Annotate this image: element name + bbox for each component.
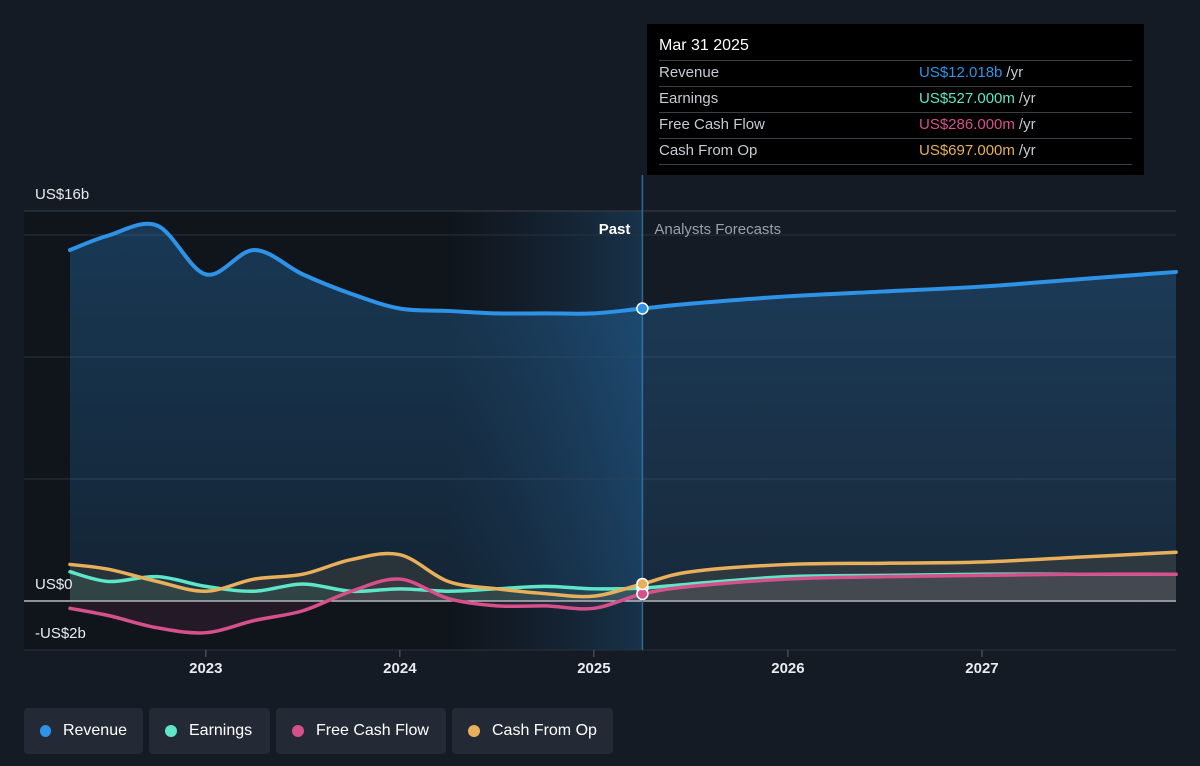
- legend-label: Earnings: [189, 722, 253, 739]
- y-tick-label: US$0: [35, 576, 73, 593]
- legend-label: Cash From Op: [492, 722, 597, 739]
- y-tick-label: -US$2b: [35, 625, 86, 642]
- tooltip-row-earnings: Earnings US$527.000m /yr: [659, 86, 1132, 112]
- tooltip-value: US$286.000m: [919, 116, 1015, 133]
- legend: Revenue Earnings Free Cash Flow Cash Fro…: [24, 708, 613, 754]
- x-tick-label: 2027: [965, 660, 998, 677]
- legend-dot-icon: [40, 725, 51, 737]
- legend-dot-icon: [468, 725, 480, 737]
- legend-item-earnings[interactable]: Earnings: [149, 708, 270, 754]
- tooltip-value: US$527.000m: [919, 90, 1015, 107]
- x-tick-label: 2023: [189, 660, 222, 677]
- series-area-free-cash-flow: [70, 574, 1176, 633]
- legend-dot-icon: [165, 725, 177, 737]
- tooltip-row-revenue: Revenue US$12.018b /yr: [659, 60, 1132, 86]
- y-tick-label: US$16b: [35, 186, 89, 203]
- series-line-free-cash-flow: [68, 572, 1178, 635]
- financial-chart: 2023 2024 2025 2026 2027 US$16b US$0 -US$2b Past…: [24, 175, 1178, 677]
- tooltip-label: Revenue: [659, 64, 720, 81]
- past-label: Past: [599, 221, 631, 238]
- legend-dot-icon: [292, 725, 304, 737]
- tooltip-label: Earnings: [659, 90, 719, 107]
- series-line-revenue: [68, 221, 1178, 316]
- tooltip-unit: /yr: [1018, 90, 1036, 107]
- tooltip-label: Cash From Op: [659, 142, 758, 159]
- forecast-label: Analysts Forecasts: [654, 221, 781, 238]
- series-line-cash-from-op: [68, 550, 1178, 599]
- tooltip-row-free-cash-flow: Free Cash Flow US$286.000m /yr: [659, 112, 1132, 138]
- x-tick-label: 2024: [383, 660, 417, 677]
- tooltip-label: Free Cash Flow: [659, 116, 765, 133]
- tooltip-rows: Revenue US$12.018b /yr Earnings US$527.0…: [659, 60, 1132, 165]
- legend-item-free-cash-flow[interactable]: Free Cash Flow: [276, 708, 446, 754]
- legend-label: Free Cash Flow: [316, 722, 429, 739]
- tooltip-date: Mar 31 2025: [659, 37, 749, 54]
- tooltip-panel: Mar 31 2025 Revenue US$12.018b /yr Earni…: [647, 24, 1144, 175]
- tooltip-unit: /yr: [1018, 142, 1036, 159]
- marker-cash-from-op: [636, 577, 649, 591]
- legend-item-cash-from-op[interactable]: Cash From Op: [452, 708, 613, 754]
- legend-label: Revenue: [62, 722, 127, 739]
- tooltip-value: US$697.000m: [919, 142, 1015, 159]
- marker-revenue: [636, 302, 649, 315]
- series-area-revenue: [70, 223, 1176, 602]
- tooltip-unit: /yr: [1018, 116, 1036, 133]
- x-tick-label: 2025: [577, 660, 610, 677]
- tooltip-unit: /yr: [1006, 64, 1024, 81]
- tooltip-row-cash-from-op: Cash From Op US$697.000m /yr: [659, 138, 1132, 165]
- tooltip-value: US$12.018b: [919, 64, 1003, 81]
- legend-item-revenue[interactable]: Revenue: [24, 708, 143, 754]
- x-tick-label: 2026: [771, 660, 804, 677]
